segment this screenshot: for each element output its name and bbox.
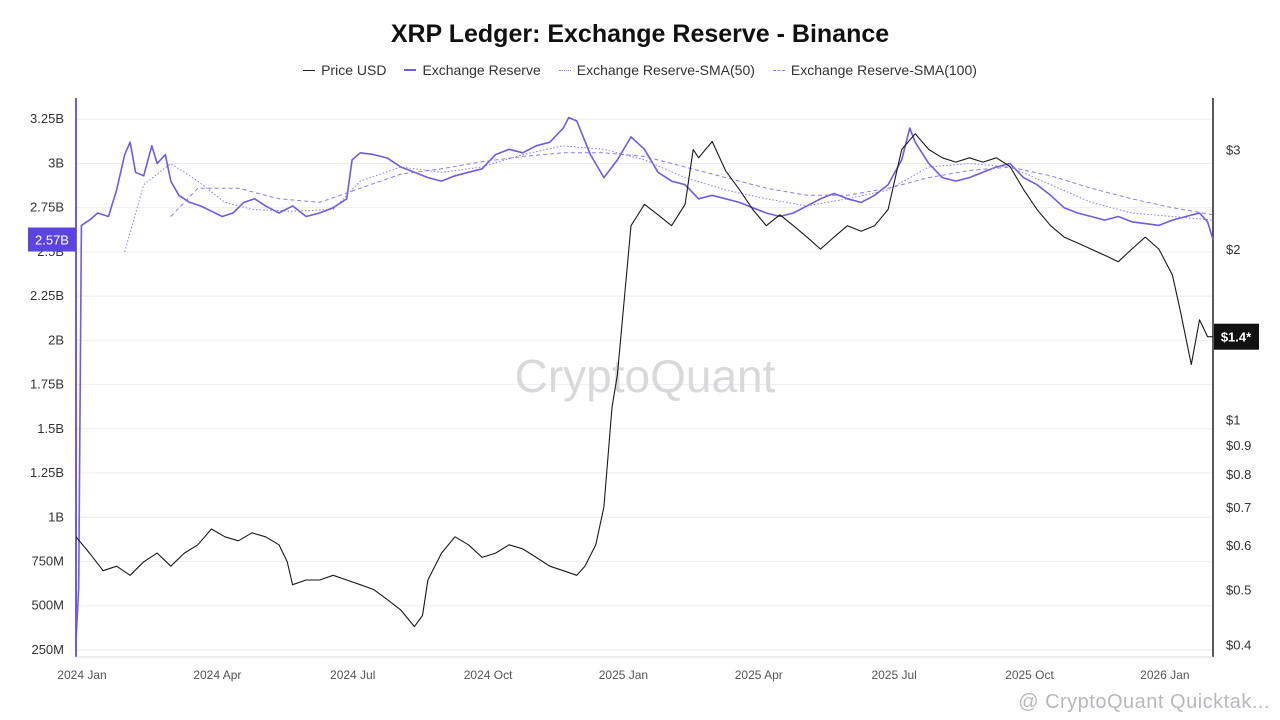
legend-item-price[interactable]: Price USD — [303, 62, 386, 78]
footer-credit: @ CryptoQuant Quicktak... — [1018, 691, 1270, 713]
right-axis-tick: $0.8 — [1226, 467, 1251, 482]
x-axis-tick: 2026 Jan — [1140, 668, 1189, 682]
legend-swatch-price — [303, 69, 316, 71]
right-axis-tick: $0.4 — [1226, 637, 1251, 652]
series-exchange-reserve[interactable] — [75, 116, 1214, 642]
legend-item-sma50[interactable]: Exchange Reserve-SMA(50) — [558, 62, 755, 78]
x-axis-tick: 2024 Jul — [330, 668, 375, 682]
left-axis-tick: 3B — [48, 155, 64, 170]
left-axis-tick: 1B — [48, 509, 64, 524]
x-axis-tick: 2024 Apr — [193, 668, 241, 682]
legend-label-sma50: Exchange Reserve-SMA(50) — [576, 62, 755, 78]
left-axis-tick: 1.75B — [30, 377, 64, 392]
left-axis-tick: 1.5B — [37, 421, 64, 436]
left-axis-tick: 250M — [31, 642, 64, 657]
left-axis-tick: 750M — [31, 553, 64, 568]
legend-label-exchange-reserve: Exchange Reserve — [422, 62, 541, 78]
left-axis-tick: 500M — [31, 598, 64, 613]
x-axis-tick: 2024 Jan — [57, 668, 106, 682]
chart-title: XRP Ledger: Exchange Reserve - Binance — [390, 20, 890, 48]
left-axis-tick: 2.25B — [30, 288, 64, 303]
series-sma50[interactable] — [124, 145, 1214, 253]
legend-item-sma100[interactable]: Exchange Reserve-SMA(100) — [772, 62, 977, 78]
left-axis-tick: 2B — [48, 332, 64, 347]
legend: Price USD Exchange Reserve Exchange Rese… — [0, 62, 1280, 78]
x-axis-tick: 2025 Oct — [1005, 668, 1054, 682]
legend-swatch-sma50 — [558, 69, 571, 71]
right-axis-tick: $2 — [1226, 242, 1240, 257]
right-axis-tick: $1 — [1226, 412, 1240, 427]
x-axis-tick: 2025 Jan — [599, 668, 648, 682]
x-axis-tick: 2025 Apr — [735, 668, 783, 682]
right-axis-tick: $0.6 — [1226, 538, 1251, 553]
legend-swatch-exchange-reserve — [404, 69, 417, 71]
legend-label-sma100: Exchange Reserve-SMA(100) — [790, 62, 977, 78]
current-reserve-badge — [28, 227, 76, 252]
watermark-text: CryptoQuant — [515, 350, 776, 402]
x-axis-tick: 2025 Jul — [871, 668, 916, 682]
right-axis-tick: $0.5 — [1226, 583, 1251, 598]
right-axis-tick: $0.7 — [1226, 500, 1251, 515]
series-sma100[interactable] — [170, 152, 1214, 217]
legend-swatch-sma100 — [772, 69, 785, 71]
x-axis-tick: 2024 Oct — [464, 668, 513, 682]
legend-item-exchange-reserve[interactable]: Exchange Reserve — [404, 62, 541, 78]
legend-label-price: Price USD — [321, 62, 387, 78]
current-price-label: $1.4* — [1221, 330, 1252, 345]
right-axis-tick: $0.9 — [1226, 438, 1251, 453]
current-reserve-label: 2.57B — [35, 233, 69, 248]
left-axis-tick: 1.25B — [30, 465, 64, 480]
current-price-badge — [1214, 323, 1259, 350]
right-axis-tick: $3 — [1226, 143, 1240, 158]
series-price[interactable] — [75, 133, 1213, 628]
left-axis-tick: 3.25B — [30, 111, 64, 126]
left-axis-tick: 2.75B — [30, 200, 64, 215]
